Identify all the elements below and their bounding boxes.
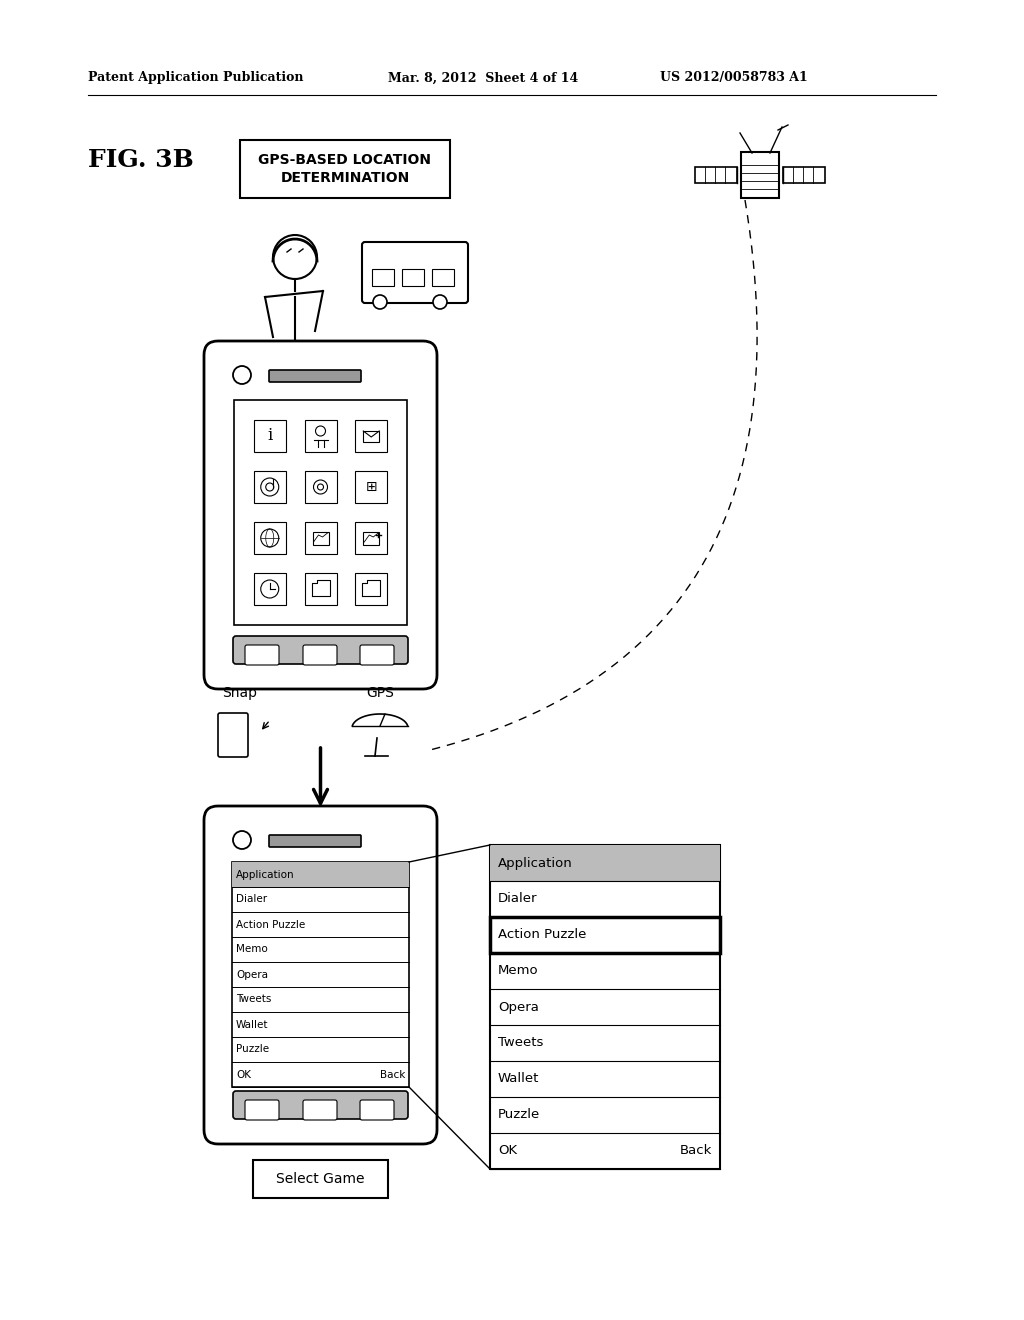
Text: Application: Application <box>498 857 572 870</box>
Text: Memo: Memo <box>236 945 267 954</box>
Text: Mar. 8, 2012  Sheet 4 of 14: Mar. 8, 2012 Sheet 4 of 14 <box>388 71 579 84</box>
FancyBboxPatch shape <box>355 521 387 554</box>
FancyBboxPatch shape <box>245 1100 279 1119</box>
Text: Dialer: Dialer <box>236 895 267 904</box>
FancyBboxPatch shape <box>269 370 361 381</box>
Text: Select Game: Select Game <box>276 1172 365 1185</box>
Text: Application: Application <box>236 870 295 879</box>
Text: OK: OK <box>236 1069 251 1080</box>
FancyBboxPatch shape <box>240 140 450 198</box>
Circle shape <box>317 484 324 490</box>
Text: Back: Back <box>680 1144 712 1158</box>
Circle shape <box>315 426 326 436</box>
Circle shape <box>261 478 279 496</box>
FancyBboxPatch shape <box>312 532 329 545</box>
FancyBboxPatch shape <box>741 152 779 198</box>
FancyBboxPatch shape <box>304 573 337 605</box>
FancyBboxPatch shape <box>254 471 286 503</box>
FancyBboxPatch shape <box>304 471 337 503</box>
FancyBboxPatch shape <box>372 269 394 286</box>
FancyBboxPatch shape <box>364 532 379 545</box>
FancyBboxPatch shape <box>254 420 286 451</box>
Text: Wallet: Wallet <box>236 1019 268 1030</box>
Text: Action Puzzle: Action Puzzle <box>236 920 305 929</box>
Circle shape <box>261 579 279 598</box>
FancyBboxPatch shape <box>304 420 337 451</box>
Text: Dialer: Dialer <box>498 892 538 906</box>
FancyBboxPatch shape <box>254 573 286 605</box>
Text: US 2012/0058783 A1: US 2012/0058783 A1 <box>660 71 808 84</box>
FancyBboxPatch shape <box>490 917 720 953</box>
FancyBboxPatch shape <box>233 1092 408 1119</box>
Circle shape <box>373 294 387 309</box>
Circle shape <box>433 294 447 309</box>
FancyBboxPatch shape <box>245 645 279 665</box>
FancyBboxPatch shape <box>303 645 337 665</box>
FancyBboxPatch shape <box>355 573 387 605</box>
Text: Wallet: Wallet <box>498 1072 540 1085</box>
FancyBboxPatch shape <box>233 636 408 664</box>
FancyBboxPatch shape <box>362 242 468 304</box>
Text: Tweets: Tweets <box>236 994 271 1005</box>
FancyBboxPatch shape <box>355 471 387 503</box>
Text: Back: Back <box>380 1069 406 1080</box>
Text: OK: OK <box>498 1144 517 1158</box>
Text: FIG. 3B: FIG. 3B <box>88 148 194 172</box>
Circle shape <box>266 483 273 491</box>
FancyBboxPatch shape <box>204 341 437 689</box>
Text: Puzzle: Puzzle <box>236 1044 269 1055</box>
FancyBboxPatch shape <box>364 432 379 442</box>
FancyBboxPatch shape <box>232 862 409 1086</box>
Circle shape <box>233 832 251 849</box>
FancyBboxPatch shape <box>253 1160 388 1199</box>
FancyBboxPatch shape <box>232 862 409 887</box>
Text: i: i <box>267 428 272 445</box>
Text: Snap: Snap <box>222 686 257 700</box>
FancyBboxPatch shape <box>490 845 720 880</box>
Polygon shape <box>352 714 408 727</box>
Text: GPS-BASED LOCATION
DETERMINATION: GPS-BASED LOCATION DETERMINATION <box>258 153 431 185</box>
Text: Opera: Opera <box>498 1001 539 1014</box>
FancyBboxPatch shape <box>432 269 454 286</box>
FancyBboxPatch shape <box>360 1100 394 1119</box>
FancyBboxPatch shape <box>355 420 387 451</box>
Circle shape <box>233 366 251 384</box>
Text: Memo: Memo <box>498 965 539 978</box>
FancyBboxPatch shape <box>204 807 437 1144</box>
Text: Patent Application Publication: Patent Application Publication <box>88 71 303 84</box>
FancyBboxPatch shape <box>254 521 286 554</box>
Text: GPS: GPS <box>366 686 394 700</box>
FancyBboxPatch shape <box>490 845 720 1170</box>
FancyBboxPatch shape <box>360 645 394 665</box>
Text: Puzzle: Puzzle <box>498 1109 541 1122</box>
FancyBboxPatch shape <box>234 400 407 624</box>
Text: Tweets: Tweets <box>498 1036 544 1049</box>
FancyBboxPatch shape <box>303 1100 337 1119</box>
Text: Opera: Opera <box>236 969 268 979</box>
Circle shape <box>313 480 328 494</box>
Text: ⊞: ⊞ <box>366 480 377 494</box>
FancyBboxPatch shape <box>402 269 424 286</box>
FancyBboxPatch shape <box>304 521 337 554</box>
FancyBboxPatch shape <box>695 168 737 183</box>
FancyBboxPatch shape <box>269 836 361 847</box>
Circle shape <box>261 529 279 546</box>
Circle shape <box>273 235 317 279</box>
FancyBboxPatch shape <box>783 168 825 183</box>
FancyBboxPatch shape <box>218 713 248 756</box>
Text: Action Puzzle: Action Puzzle <box>498 928 587 941</box>
